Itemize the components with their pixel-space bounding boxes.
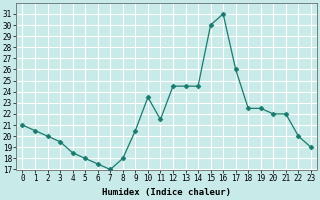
X-axis label: Humidex (Indice chaleur): Humidex (Indice chaleur) [102,188,231,197]
